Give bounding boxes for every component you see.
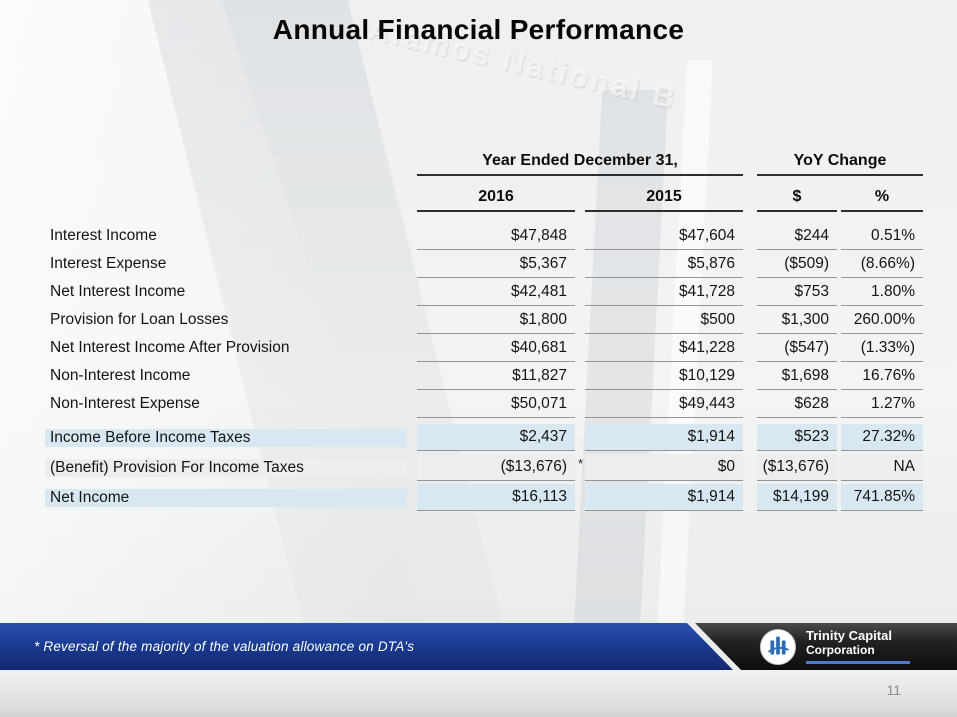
financial-table: Year Ended December 31, YoY Change 2016 … (45, 146, 925, 511)
logo-panel: Trinity Capital Corporation (695, 623, 957, 670)
value-yoy-dollar: $14,199 (757, 484, 837, 511)
value-yoy-percent: (8.66%) (841, 250, 923, 278)
value-yoy-percent: NA (841, 454, 923, 481)
row-label: Non-Interest Income (50, 367, 191, 384)
value-yoy-percent: 1.27% (841, 390, 923, 418)
value-2015: $41,728 (585, 278, 743, 306)
table-row: Non-Interest Expense $50,071 $49,443 $62… (45, 390, 925, 418)
row-label: Interest Expense (50, 255, 167, 272)
table-group-header-row: Year Ended December 31, YoY Change (45, 146, 925, 176)
slide-title: Annual Financial Performance (272, 14, 685, 45)
value-yoy-dollar: $1,300 (757, 306, 837, 334)
table-row: Interest Expense $5,367 $5,876 ($509) (8… (45, 250, 925, 278)
value-yoy-dollar: ($13,676) (757, 454, 837, 481)
row-label: Provision for Loan Losses (50, 311, 229, 328)
value-2016: $16,113 (417, 484, 575, 511)
value-2015: $49,443 (585, 390, 743, 418)
value-yoy-percent: (1.33%) (841, 334, 923, 362)
footer-bar: * Reversal of the majority of the valuat… (0, 623, 733, 670)
value-yoy-percent: 741.85% (841, 484, 923, 511)
row-label: Net Interest Income (50, 283, 186, 300)
value-2016: $11,827 (417, 362, 575, 390)
table-row-highlighted: Net Income $16,113 $1,914 $14,199 741.85… (45, 484, 925, 511)
group-header-yoy-change: YoY Change (757, 152, 923, 176)
value-2016: $40,681 (417, 334, 575, 362)
logo-underline (806, 660, 910, 664)
value-yoy-dollar: $628 (757, 390, 837, 418)
table-row: Net Interest Income $42,481 $41,728 $753… (45, 278, 925, 306)
bottom-strip: 11 (0, 670, 957, 717)
logo-company-name-2: Corporation (806, 643, 875, 658)
logo-text: Trinity Capital Corporation (806, 628, 910, 664)
value-2016: $1,800 (417, 306, 575, 334)
value-2015: $0 (585, 454, 743, 481)
column-header-2015: 2015 (585, 188, 743, 212)
value-yoy-percent: 260.00% (841, 306, 923, 334)
value-2016: $2,437 (417, 424, 575, 451)
row-label: Interest Income (50, 227, 157, 244)
footnote-marker: * (578, 456, 584, 471)
value-2015: $5,876 (585, 250, 743, 278)
trinity-logo-icon (759, 628, 797, 665)
value-2015: $1,914 (585, 484, 743, 511)
value-2016: $50,071 (417, 390, 575, 418)
value-2015: $500 (585, 306, 743, 334)
value-yoy-dollar: $244 (757, 222, 837, 250)
table-row: Non-Interest Income $11,827 $10,129 $1,6… (45, 362, 925, 390)
table-row-highlighted: (Benefit) Provision For Income Taxes ($1… (45, 454, 925, 481)
table-row: Interest Income $47,848 $47,604 $244 0.5… (45, 222, 925, 250)
value-2015: $47,604 (585, 222, 743, 250)
value-2015: $1,914 (585, 424, 743, 451)
column-header-2016: 2016 (417, 188, 575, 212)
row-label: Net Income (45, 488, 407, 507)
footnote-text: * Reversal of the majority of the valuat… (34, 639, 415, 654)
value-2015: $41,228 (585, 334, 743, 362)
value-yoy-percent: 16.76% (841, 362, 923, 390)
value-2016: $47,848 (417, 222, 575, 250)
value-yoy-percent: 27.32% (841, 424, 923, 451)
table-row: Provision for Loan Losses $1,800 $500 $1… (45, 306, 925, 334)
value-yoy-dollar: ($509) (757, 250, 837, 278)
value-yoy-percent: 0.51% (841, 222, 923, 250)
value-2016: $5,367 (417, 250, 575, 278)
value-yoy-dollar: $1,698 (757, 362, 837, 390)
value-2016: ($13,676) (417, 454, 575, 481)
column-header-dollar: $ (757, 188, 837, 212)
value-yoy-dollar: $523 (757, 424, 837, 451)
value-yoy-dollar: ($547) (757, 334, 837, 362)
value-yoy-dollar: $753 (757, 278, 837, 306)
row-label: Income Before Income Taxes (45, 428, 407, 447)
table-column-header-row: 2016 2015 $ % (45, 176, 925, 212)
logo-company-name: Trinity Capital (806, 628, 892, 644)
value-2016: $42,481 (417, 278, 575, 306)
row-label: Non-Interest Expense (50, 395, 200, 412)
group-header-years: Year Ended December 31, (417, 152, 743, 176)
page-number: 11 (886, 682, 901, 698)
value-2015: $10,129 (585, 362, 743, 390)
table-row-highlighted: Income Before Income Taxes $2,437 $1,914… (45, 424, 925, 451)
column-header-percent: % (841, 188, 923, 212)
table-row: Net Interest Income After Provision $40,… (45, 334, 925, 362)
value-yoy-percent: 1.80% (841, 278, 923, 306)
row-label: Net Interest Income After Provision (50, 339, 290, 356)
row-label: (Benefit) Provision For Income Taxes (45, 458, 407, 477)
